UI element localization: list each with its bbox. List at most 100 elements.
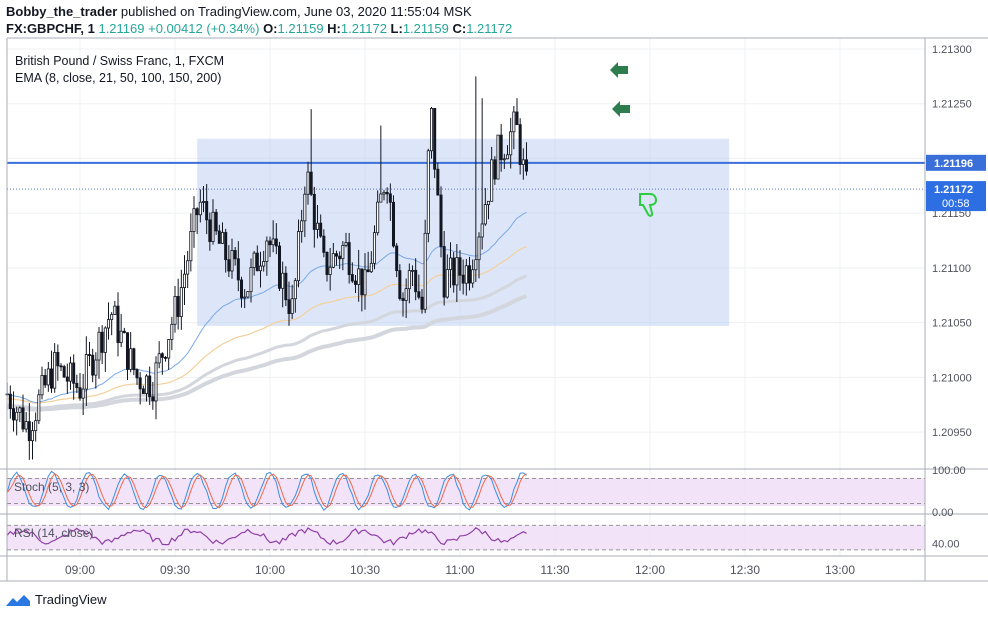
price-tick-label: 1.21300 [932, 44, 972, 56]
candle-body [467, 265, 472, 284]
candle-body [391, 201, 396, 247]
candle-body [30, 430, 35, 442]
candle-body [205, 201, 209, 221]
candle-body [379, 193, 383, 203]
candle-body [119, 330, 123, 343]
stoch-k-line [6, 470, 527, 511]
candle-body [265, 240, 269, 262]
candle-body [357, 268, 361, 285]
candle-body [34, 420, 38, 432]
close-label: C: [452, 21, 467, 36]
candle-body [224, 232, 228, 261]
high-value: 1.21172 [340, 21, 387, 36]
candle-body [160, 353, 164, 358]
candle-body [363, 269, 367, 296]
candle-body [281, 272, 285, 289]
candle-body [233, 250, 237, 260]
candle-body [56, 351, 60, 367]
time-tick-label: 10:00 [255, 563, 285, 577]
time-tick-label: 09:00 [65, 563, 95, 577]
candle-body [515, 111, 519, 126]
candle-body [255, 252, 259, 272]
candle-body [439, 194, 443, 247]
candle-body [328, 266, 332, 275]
candle-body [303, 193, 307, 222]
candle-body [208, 219, 212, 242]
candle-body [59, 365, 63, 368]
candle-body [293, 280, 297, 300]
candle-body [227, 259, 231, 272]
tradingview-logo[interactable]: TradingView [6, 592, 107, 607]
candle-body [404, 288, 408, 301]
candle-body [179, 287, 183, 317]
low-label: L: [390, 21, 403, 36]
price-tick-label: 1.21100 [932, 263, 971, 275]
candle-body [91, 354, 95, 376]
candle-body [262, 261, 266, 267]
candle-body [81, 388, 85, 399]
candle-body [433, 107, 437, 170]
candle-body [122, 330, 126, 334]
candle-body [512, 111, 516, 133]
rsi-tick-label: 40.00 [932, 539, 960, 551]
chart-legend-title: British Pound / Swiss Franc, 1, FXCM [15, 54, 225, 68]
candle-body [455, 257, 459, 286]
candle-body [252, 252, 256, 268]
high-label: H: [327, 21, 341, 36]
arrow-up-icon [612, 101, 630, 117]
candle-body [290, 298, 294, 314]
ema-100-line [7, 245, 527, 404]
candle-body [214, 211, 218, 232]
candle-body [490, 159, 494, 202]
rsi-label: RSI (14, close) [14, 526, 93, 540]
candle-body [271, 238, 275, 246]
price-tick-label: 1.21250 [932, 99, 972, 111]
candle-body [353, 280, 358, 285]
level-price-tag [926, 154, 986, 171]
candle-body [518, 124, 522, 165]
candle-body [458, 257, 462, 276]
indicator-panes: Stoch (5, 3, 3) RSI (14, close) [0, 37, 988, 582]
candle-body [410, 269, 415, 272]
stoch-label: Stoch (5, 3, 3) [14, 480, 89, 494]
range-box[interactable] [197, 138, 730, 326]
candle-body [230, 250, 234, 272]
candle-body [477, 236, 481, 261]
candle-body [37, 394, 41, 422]
candle-body [75, 382, 79, 389]
candle-body [195, 208, 199, 216]
candle-body [151, 396, 155, 402]
price-change: +0.00412 (+0.34%) [148, 21, 260, 36]
time-tick-label: 13:00 [825, 563, 855, 577]
tradingview-logo-text: TradingView [35, 592, 107, 607]
thumb-down-icon [639, 193, 658, 217]
publisher-name[interactable]: Bobby_the_trader [6, 4, 118, 19]
candle-body [376, 201, 380, 234]
candle-body [15, 411, 19, 421]
candle-body [125, 332, 130, 370]
candle-body [319, 222, 323, 237]
candle-body [312, 193, 316, 230]
candle-body [417, 291, 421, 298]
candle-body [277, 245, 282, 289]
candle-body [239, 279, 244, 299]
candle-body [186, 260, 190, 275]
candle-body [217, 230, 221, 244]
open-value: 1.21159 [277, 21, 324, 36]
candle-body [249, 267, 253, 293]
rsi-band-fill [7, 525, 925, 550]
candle-body [287, 299, 291, 314]
candle-body [49, 368, 54, 389]
candle-body [144, 375, 149, 394]
candle-body [113, 305, 117, 315]
candle-body [452, 257, 456, 286]
candle-body [309, 171, 313, 195]
price-tick-label: 1.21050 [932, 318, 972, 330]
published-text: published on TradingView.com, June 03, 2… [117, 4, 472, 19]
quote-line: FX:GBPCHF, 1 1.21169 +0.00412 (+0.34%) O… [6, 21, 512, 36]
candle-body [284, 272, 288, 301]
candle-body [198, 201, 202, 216]
candle-body [243, 296, 247, 299]
candle-body [27, 421, 31, 442]
